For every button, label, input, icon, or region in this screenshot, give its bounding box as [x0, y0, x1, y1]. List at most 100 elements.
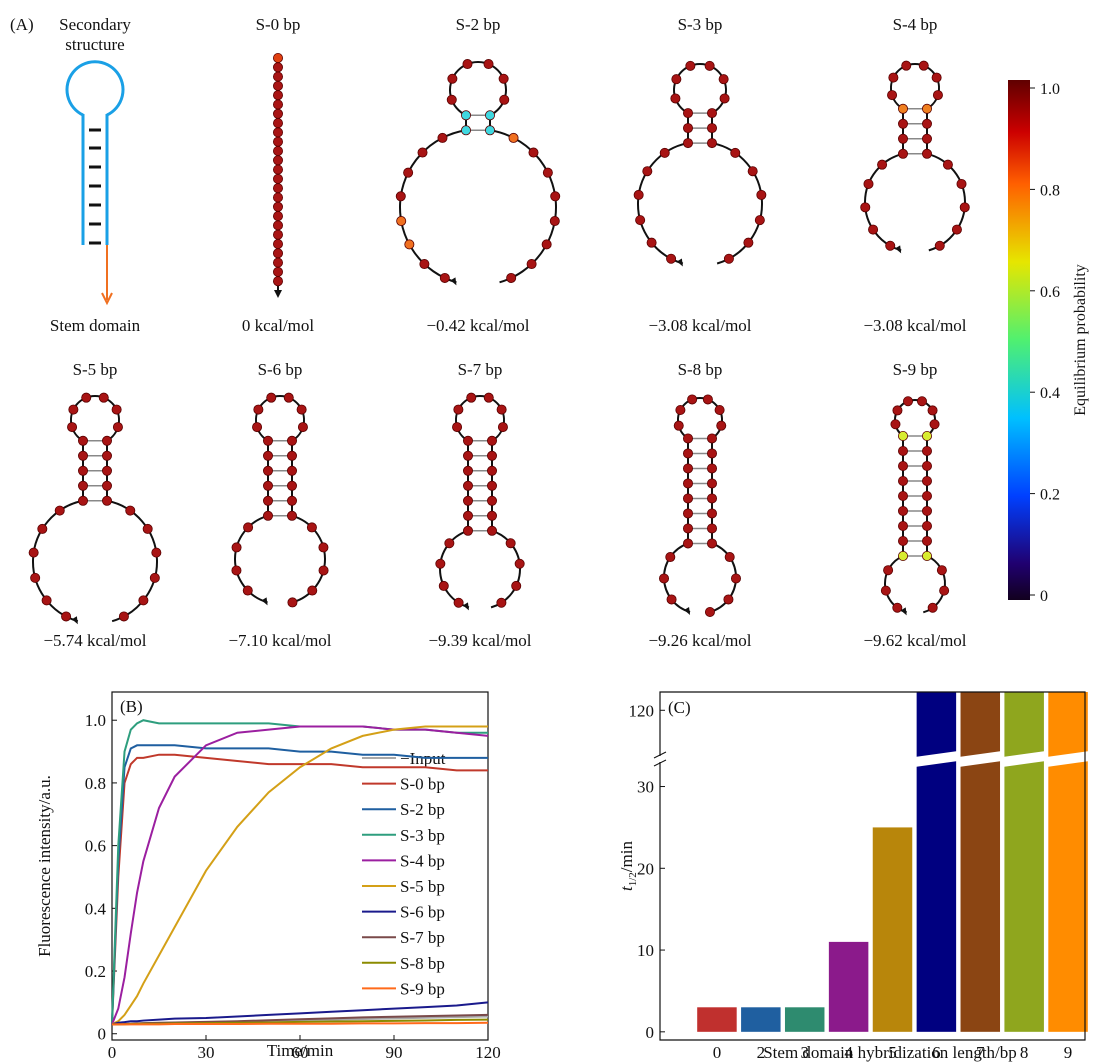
nucleotide — [483, 392, 494, 403]
x-axis-label: Time/min — [267, 1041, 334, 1060]
legend-label: S-2 bp — [400, 800, 445, 819]
strand-end — [684, 606, 691, 615]
data-line — [111, 753, 488, 1025]
nucleotide — [898, 118, 909, 129]
strand-end — [895, 245, 902, 254]
nucleotide — [683, 478, 694, 489]
nucleotide — [718, 74, 729, 85]
nucleotide — [61, 611, 72, 622]
y-tick-label: 0.6 — [85, 837, 106, 856]
nucleotide — [918, 60, 929, 71]
structure-energy: −3.08 kcal/mol — [863, 316, 966, 335]
nucleotide — [685, 60, 696, 71]
bar — [872, 827, 913, 1032]
bar — [1048, 692, 1088, 1032]
nucleotide — [118, 611, 129, 622]
structure-title: S-8 bp — [678, 360, 723, 379]
nucleotide — [497, 422, 508, 433]
nucleotide — [670, 93, 681, 104]
nucleotide — [683, 448, 694, 459]
backbone — [455, 395, 505, 442]
nucleotide — [499, 94, 510, 105]
nucleotide — [286, 495, 297, 506]
nucleotide — [898, 505, 909, 516]
colorbar-tick-label: 0.6 — [1040, 284, 1060, 301]
y-tick-label: 0.2 — [85, 962, 106, 981]
structure-energy: 0 kcal/mol — [242, 316, 315, 335]
nucleotide — [151, 547, 162, 558]
nucleotide — [683, 433, 694, 444]
backbone — [490, 529, 521, 609]
nucleotide — [486, 525, 497, 536]
nucleotide — [671, 74, 682, 85]
nucleotide — [673, 420, 684, 431]
nucleotide — [125, 505, 136, 516]
nucleotide — [687, 394, 698, 405]
nucleotide — [486, 495, 497, 506]
x-tick-label: 0 — [108, 1043, 117, 1062]
nucleotide — [272, 276, 283, 287]
x-tick-label: 4 — [844, 1043, 853, 1062]
nucleotide — [102, 465, 113, 476]
nucleotide — [922, 460, 933, 471]
nucleotide — [922, 445, 933, 456]
nucleotide — [252, 422, 263, 433]
nucleotide — [462, 465, 473, 476]
backbone — [399, 129, 467, 284]
nucleotide — [724, 552, 735, 563]
backbone — [637, 142, 689, 265]
nucleotide — [67, 422, 78, 433]
nucleotide — [541, 239, 552, 250]
nucleotide — [707, 433, 718, 444]
nucleotide — [272, 80, 283, 91]
strand-end — [71, 616, 78, 625]
nucleotide — [959, 202, 970, 213]
axis-break-mark — [653, 751, 667, 767]
nucleotide — [880, 585, 891, 596]
x-tick-label: 90 — [386, 1043, 403, 1062]
nucleotide — [898, 133, 909, 144]
structure-title: S-5 bp — [73, 360, 118, 379]
nucleotide — [262, 450, 273, 461]
nucleotide — [723, 253, 734, 264]
nucleotide — [885, 240, 896, 251]
nucleotide — [723, 594, 734, 605]
legend-label: S-8 bp — [400, 954, 445, 973]
nucleotide — [272, 155, 283, 166]
nucleotide — [901, 60, 912, 71]
nucleotide — [683, 538, 694, 549]
x-tick-label: 3 — [800, 1043, 809, 1062]
nucleotide — [927, 405, 938, 416]
nucleotide — [883, 565, 894, 576]
nucleotide — [272, 136, 283, 147]
nucleotide — [683, 138, 694, 149]
nucleotide — [754, 215, 765, 226]
nucleotide — [707, 108, 718, 119]
nucleotide — [438, 580, 449, 591]
nucleotide — [68, 404, 79, 415]
backbone — [234, 514, 269, 604]
schematic-caption: Stem domain — [50, 316, 141, 335]
nucleotide — [453, 404, 464, 415]
nucleotide — [243, 522, 254, 533]
nucleotide — [665, 552, 676, 563]
x-tick-label: 120 — [475, 1043, 501, 1062]
nucleotide — [102, 435, 113, 446]
nucleotide — [956, 178, 967, 189]
nucleotide — [286, 465, 297, 476]
panel-label: (C) — [668, 698, 691, 717]
nucleotide — [716, 420, 727, 431]
nucleotide — [922, 505, 933, 516]
nucleotide — [272, 62, 283, 73]
nucleotide — [550, 191, 561, 202]
nucleotide — [272, 220, 283, 231]
nucleotide — [683, 108, 694, 119]
nucleotide — [462, 450, 473, 461]
nucleotide — [297, 422, 308, 433]
nucleotide — [514, 558, 525, 569]
nucleotide — [898, 148, 909, 159]
nucleotide — [307, 585, 318, 596]
bar — [784, 1007, 825, 1032]
nucleotide — [462, 435, 473, 446]
nucleotide — [266, 392, 277, 403]
